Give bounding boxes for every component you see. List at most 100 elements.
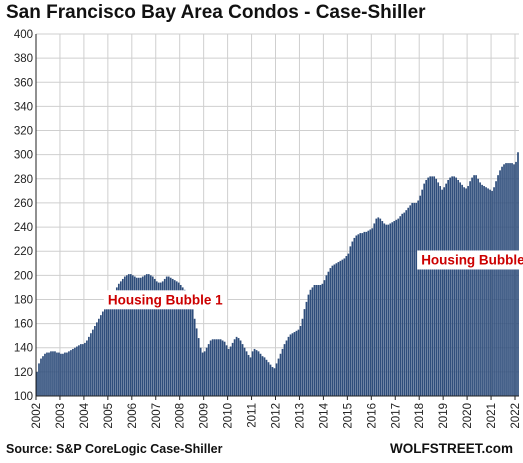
bar [285, 340, 288, 396]
x-tick-label: 2003 [55, 403, 67, 429]
y-tick-label: 300 [14, 150, 33, 162]
bar [319, 284, 322, 396]
bar [433, 176, 436, 396]
bar [139, 277, 142, 396]
bar [475, 175, 477, 396]
bar [297, 329, 300, 396]
x-tick-label: 2010 [223, 403, 235, 429]
bar [489, 189, 491, 396]
annotation: Housing Bubble 2 [417, 250, 523, 270]
bar [145, 274, 148, 396]
bar [305, 301, 308, 396]
bar [117, 283, 120, 396]
bar [343, 258, 346, 396]
x-tick-label: 2017 [390, 403, 402, 429]
y-tick-label: 160 [14, 319, 33, 331]
x-axis-ticks: 2002 2003 2004 2005 2006 2007 2008 2009 2010 2011… [31, 396, 522, 429]
bar [243, 347, 246, 396]
bar [515, 161, 517, 396]
bar [255, 350, 258, 396]
bar [365, 231, 368, 396]
bar [275, 363, 278, 396]
y-tick-label: 100 [14, 391, 33, 403]
bar [38, 363, 40, 396]
bar [435, 178, 438, 396]
bar [335, 263, 338, 396]
bar [76, 346, 78, 396]
bar [351, 241, 354, 396]
bar [195, 328, 198, 396]
bar [441, 189, 444, 396]
bar [133, 276, 136, 396]
y-tick-label: 220 [14, 246, 33, 258]
bar [96, 322, 98, 396]
bar [125, 275, 128, 396]
bar [295, 330, 298, 396]
y-tick-label: 120 [14, 367, 33, 379]
bar [347, 253, 350, 396]
bar [437, 182, 440, 396]
bar [493, 187, 495, 396]
bar [219, 339, 222, 396]
bar [419, 195, 422, 396]
bar [62, 353, 64, 396]
bar [110, 298, 112, 396]
bar [66, 352, 68, 396]
bar [205, 347, 208, 396]
bar [271, 367, 274, 396]
bar [74, 347, 76, 396]
bar [447, 180, 449, 396]
bar [361, 233, 364, 396]
x-tick-label: 2014 [318, 402, 330, 428]
bar [189, 301, 192, 396]
bar [197, 338, 200, 396]
bar [473, 175, 475, 396]
bar [333, 264, 336, 396]
bar [461, 184, 463, 396]
x-tick-label: 2004 [79, 402, 91, 428]
bar [487, 188, 489, 396]
bar [187, 295, 190, 396]
bar [279, 353, 282, 396]
bar [153, 278, 156, 396]
chart-title: San Francisco Bay Area Condos - Case-Shi… [6, 2, 426, 23]
bar [185, 292, 188, 396]
bar [177, 282, 180, 396]
bar [443, 187, 446, 396]
bar [491, 190, 493, 396]
bar [339, 260, 342, 396]
bar [321, 283, 324, 396]
bar [505, 163, 507, 396]
bar [331, 265, 334, 396]
bar [48, 352, 50, 396]
bar [401, 213, 404, 396]
bar [283, 344, 286, 396]
bar [317, 284, 320, 396]
bar [86, 340, 88, 396]
bar [181, 287, 184, 396]
bar [44, 353, 46, 396]
bar [90, 333, 92, 396]
bar [54, 351, 56, 396]
bar [161, 281, 164, 396]
bar [349, 246, 352, 396]
bar [381, 221, 384, 396]
bar [52, 351, 54, 396]
x-tick-label: 2013 [294, 403, 306, 429]
bar [141, 276, 144, 396]
bar [411, 202, 414, 396]
bar [293, 332, 296, 396]
y-axis-ticks: 100 120 140 160 180 200 220 240 260 280 300 320 340 3… [14, 29, 33, 403]
bar [453, 176, 455, 396]
bar [60, 353, 62, 396]
bar [247, 354, 250, 396]
x-tick-label: 2011 [247, 403, 259, 428]
bar [191, 309, 194, 396]
x-tick-label: 2015 [342, 403, 354, 429]
bar [225, 345, 228, 396]
bar [151, 276, 154, 396]
bar [459, 182, 461, 396]
bar [179, 284, 182, 396]
annotation-label: Housing Bubble 2 [421, 252, 523, 267]
